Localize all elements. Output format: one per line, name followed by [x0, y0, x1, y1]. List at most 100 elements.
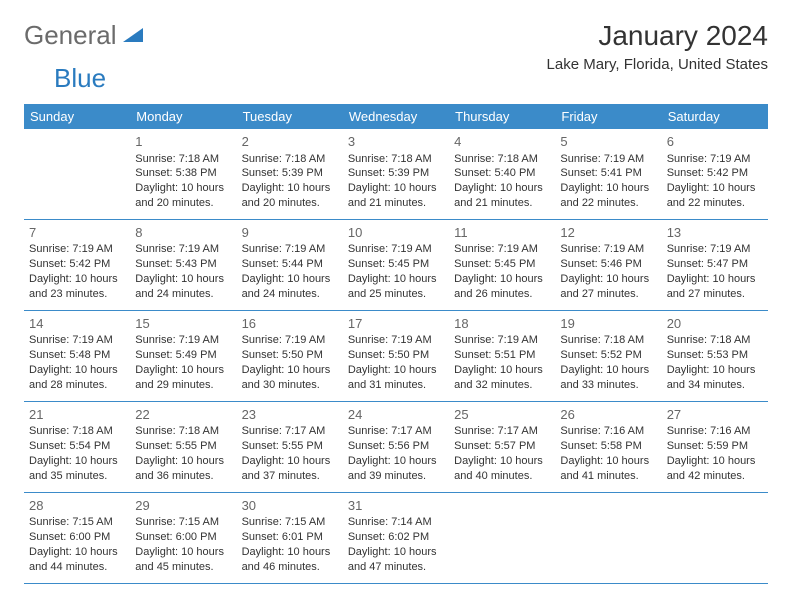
day-info: Sunrise: 7:16 AMSunset: 5:59 PMDaylight:…	[667, 424, 763, 483]
day-info-line: Daylight: 10 hours	[454, 181, 550, 196]
day-number: 11	[454, 224, 550, 242]
day-info: Sunrise: 7:16 AMSunset: 5:58 PMDaylight:…	[560, 424, 656, 483]
day-info: Sunrise: 7:17 AMSunset: 5:55 PMDaylight:…	[242, 424, 338, 483]
day-info-line: and 22 minutes.	[667, 196, 763, 211]
day-info-line: Daylight: 10 hours	[560, 181, 656, 196]
calendar-day-cell: 26Sunrise: 7:16 AMSunset: 5:58 PMDayligh…	[555, 401, 661, 492]
day-number: 9	[242, 224, 338, 242]
day-info: Sunrise: 7:19 AMSunset: 5:48 PMDaylight:…	[29, 333, 125, 392]
calendar-day-cell: 8Sunrise: 7:19 AMSunset: 5:43 PMDaylight…	[130, 219, 236, 310]
weekday-header: Sunday	[24, 104, 130, 129]
day-info-line: and 37 minutes.	[242, 469, 338, 484]
day-info-line: Sunrise: 7:15 AM	[242, 515, 338, 530]
day-info-line: Sunset: 5:55 PM	[135, 439, 231, 454]
day-info-line: and 21 minutes.	[348, 196, 444, 211]
calendar-day-cell: 1Sunrise: 7:18 AMSunset: 5:38 PMDaylight…	[130, 129, 236, 219]
day-info-line: Daylight: 10 hours	[242, 363, 338, 378]
day-info: Sunrise: 7:19 AMSunset: 5:42 PMDaylight:…	[667, 152, 763, 211]
day-info-line: Daylight: 10 hours	[242, 272, 338, 287]
day-info-line: Daylight: 10 hours	[135, 363, 231, 378]
day-info-line: and 24 minutes.	[242, 287, 338, 302]
day-info-line: Sunset: 5:41 PM	[560, 166, 656, 181]
day-info-line: and 21 minutes.	[454, 196, 550, 211]
day-info-line: Daylight: 10 hours	[348, 363, 444, 378]
day-info-line: and 47 minutes.	[348, 560, 444, 575]
day-info: Sunrise: 7:15 AMSunset: 6:00 PMDaylight:…	[29, 515, 125, 574]
weekday-header: Saturday	[662, 104, 768, 129]
day-info-line: Sunset: 5:39 PM	[242, 166, 338, 181]
day-info-line: Sunset: 5:38 PM	[135, 166, 231, 181]
day-info-line: Daylight: 10 hours	[667, 181, 763, 196]
logo-text-blue: Blue	[54, 63, 106, 93]
weekday-header-row: Sunday Monday Tuesday Wednesday Thursday…	[24, 104, 768, 129]
day-info-line: Sunset: 5:39 PM	[348, 166, 444, 181]
day-info-line: Sunset: 5:49 PM	[135, 348, 231, 363]
day-info-line: Sunrise: 7:18 AM	[560, 333, 656, 348]
day-info-line: Sunrise: 7:19 AM	[560, 152, 656, 167]
calendar-day-cell: 28Sunrise: 7:15 AMSunset: 6:00 PMDayligh…	[24, 492, 130, 583]
day-info-line: Daylight: 10 hours	[348, 181, 444, 196]
day-info-line: Sunrise: 7:18 AM	[348, 152, 444, 167]
day-info: Sunrise: 7:19 AMSunset: 5:50 PMDaylight:…	[242, 333, 338, 392]
calendar-day-cell: 13Sunrise: 7:19 AMSunset: 5:47 PMDayligh…	[662, 219, 768, 310]
day-info-line: Sunset: 5:46 PM	[560, 257, 656, 272]
calendar-day-cell: 19Sunrise: 7:18 AMSunset: 5:52 PMDayligh…	[555, 310, 661, 401]
day-info-line: Daylight: 10 hours	[667, 272, 763, 287]
calendar-table: Sunday Monday Tuesday Wednesday Thursday…	[24, 104, 768, 584]
day-info-line: Sunrise: 7:18 AM	[135, 152, 231, 167]
day-info: Sunrise: 7:19 AMSunset: 5:42 PMDaylight:…	[29, 242, 125, 301]
calendar-day-cell	[555, 492, 661, 583]
day-info-line: Sunrise: 7:18 AM	[667, 333, 763, 348]
day-info: Sunrise: 7:18 AMSunset: 5:38 PMDaylight:…	[135, 152, 231, 211]
day-info-line: and 20 minutes.	[135, 196, 231, 211]
day-number: 18	[454, 315, 550, 333]
day-number: 10	[348, 224, 444, 242]
day-number: 6	[667, 133, 763, 151]
day-info-line: and 27 minutes.	[667, 287, 763, 302]
day-info-line: Sunset: 5:57 PM	[454, 439, 550, 454]
day-info-line: and 24 minutes.	[135, 287, 231, 302]
day-info-line: and 29 minutes.	[135, 378, 231, 393]
day-info-line: and 42 minutes.	[667, 469, 763, 484]
day-info-line: Sunset: 5:58 PM	[560, 439, 656, 454]
day-info-line: Daylight: 10 hours	[29, 545, 125, 560]
calendar-day-cell: 27Sunrise: 7:16 AMSunset: 5:59 PMDayligh…	[662, 401, 768, 492]
calendar-day-cell: 17Sunrise: 7:19 AMSunset: 5:50 PMDayligh…	[343, 310, 449, 401]
day-info-line: Sunrise: 7:19 AM	[667, 242, 763, 257]
day-info-line: and 44 minutes.	[29, 560, 125, 575]
day-info-line: Sunrise: 7:19 AM	[348, 333, 444, 348]
logo: General	[24, 20, 145, 51]
day-info-line: Sunset: 6:00 PM	[135, 530, 231, 545]
day-info-line: Daylight: 10 hours	[135, 545, 231, 560]
weekday-header: Monday	[130, 104, 236, 129]
day-info-line: Daylight: 10 hours	[135, 272, 231, 287]
day-info-line: and 22 minutes.	[560, 196, 656, 211]
day-number: 4	[454, 133, 550, 151]
day-number: 24	[348, 406, 444, 424]
day-info: Sunrise: 7:19 AMSunset: 5:43 PMDaylight:…	[135, 242, 231, 301]
calendar-day-cell: 9Sunrise: 7:19 AMSunset: 5:44 PMDaylight…	[237, 219, 343, 310]
month-title: January 2024	[547, 20, 768, 52]
day-info-line: and 45 minutes.	[135, 560, 231, 575]
day-info-line: Sunset: 5:50 PM	[348, 348, 444, 363]
calendar-body: 1Sunrise: 7:18 AMSunset: 5:38 PMDaylight…	[24, 129, 768, 583]
day-info-line: and 25 minutes.	[348, 287, 444, 302]
day-info-line: and 40 minutes.	[454, 469, 550, 484]
day-info-line: and 31 minutes.	[348, 378, 444, 393]
calendar-day-cell: 7Sunrise: 7:19 AMSunset: 5:42 PMDaylight…	[24, 219, 130, 310]
day-info: Sunrise: 7:19 AMSunset: 5:51 PMDaylight:…	[454, 333, 550, 392]
day-info: Sunrise: 7:18 AMSunset: 5:52 PMDaylight:…	[560, 333, 656, 392]
day-number: 20	[667, 315, 763, 333]
day-info: Sunrise: 7:17 AMSunset: 5:57 PMDaylight:…	[454, 424, 550, 483]
day-info-line: Sunrise: 7:19 AM	[29, 242, 125, 257]
day-info-line: Daylight: 10 hours	[560, 454, 656, 469]
day-info: Sunrise: 7:19 AMSunset: 5:41 PMDaylight:…	[560, 152, 656, 211]
title-block: January 2024 Lake Mary, Florida, United …	[547, 20, 768, 73]
day-info: Sunrise: 7:15 AMSunset: 6:01 PMDaylight:…	[242, 515, 338, 574]
day-info: Sunrise: 7:19 AMSunset: 5:44 PMDaylight:…	[242, 242, 338, 301]
day-number: 1	[135, 133, 231, 151]
day-info-line: Sunset: 5:54 PM	[29, 439, 125, 454]
day-info-line: Sunset: 5:53 PM	[667, 348, 763, 363]
day-info-line: Sunrise: 7:19 AM	[667, 152, 763, 167]
day-info-line: and 35 minutes.	[29, 469, 125, 484]
